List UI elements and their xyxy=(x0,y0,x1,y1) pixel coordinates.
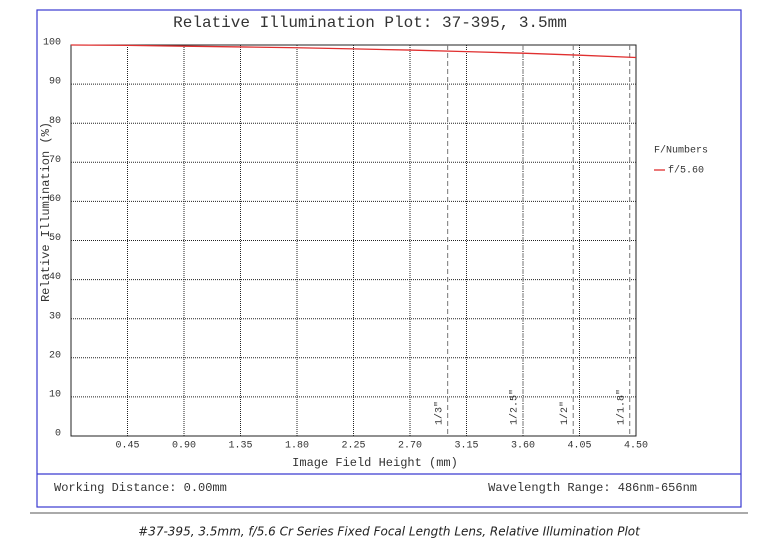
y-tick-label: 90 xyxy=(49,77,61,88)
y-tick-label: 70 xyxy=(49,155,61,166)
x-tick-label: 0.45 xyxy=(115,441,139,452)
plot-border xyxy=(70,44,637,437)
sensor-label: 1/1.8" xyxy=(615,389,627,425)
x-tick-label: 0.90 xyxy=(172,441,196,452)
x-tick-label: 4.05 xyxy=(567,441,591,452)
chart-title: Relative Illumination Plot: 37-395, 3.5m… xyxy=(173,14,567,32)
y-tick-label: 80 xyxy=(49,116,61,127)
frame xyxy=(36,9,742,508)
legend-label: f/5.60 xyxy=(668,165,704,177)
caption: #37-395, 3.5mm, f/5.6 Cr Series Fixed Fo… xyxy=(138,525,641,539)
sensor-label: 1/3" xyxy=(433,401,445,425)
sensor-label: 1/2" xyxy=(559,401,571,425)
x-tick-label: 2.70 xyxy=(398,441,422,452)
legend-title: F/Numbers xyxy=(654,145,708,157)
sensor-label: 1/2.5" xyxy=(509,389,521,425)
x-tick-label: 3.15 xyxy=(454,441,478,452)
wavelength-range: Wavelength Range: 486nm-656nm xyxy=(488,481,697,495)
x-axis-label: Image Field Height (mm) xyxy=(292,456,458,470)
y-tick-label: 50 xyxy=(49,233,61,244)
y-tick-label: 20 xyxy=(49,350,61,361)
x-tick-label: 2.25 xyxy=(341,441,365,452)
x-tick-label: 1.80 xyxy=(285,441,309,452)
working-distance: Working Distance: 0.00mm xyxy=(54,481,227,495)
x-tick-label: 4.50 xyxy=(624,441,648,452)
x-tick-label: 3.60 xyxy=(511,441,535,452)
y-axis-label: Relative Illumination (%) xyxy=(39,122,53,302)
y-tick-label: 30 xyxy=(49,311,61,322)
y-tick-label: 40 xyxy=(49,272,61,283)
x-tick-label: 1.35 xyxy=(228,441,252,452)
y-tick-label: 100 xyxy=(43,38,61,49)
y-tick-label: 60 xyxy=(49,194,61,205)
series-line xyxy=(70,44,637,59)
y-tick-label: 10 xyxy=(49,390,61,401)
y-tick-label: 0 xyxy=(55,429,61,440)
